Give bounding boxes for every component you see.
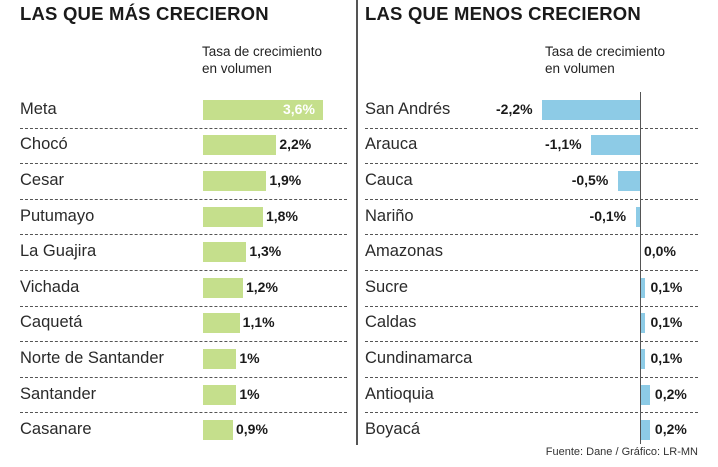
right-subtitle-line1: Tasa de crecimiento — [545, 44, 666, 59]
source-note: Fuente: Dane / Gráfico: LR-MN — [545, 446, 698, 458]
left-bar-value: 1,8% — [266, 207, 298, 224]
left-row-name: Meta — [20, 99, 57, 118]
right-bar-value: 0,0% — [644, 243, 676, 260]
left-bar — [203, 277, 243, 298]
right-bar-value: -1,1% — [545, 136, 582, 153]
left-bar-value: 1,9% — [269, 172, 302, 188]
left-title: LAS QUE MÁS CRECIERON — [20, 3, 269, 24]
left-row-name: Santander — [20, 384, 97, 403]
right-row-separator — [365, 234, 698, 236]
right-row-name: Amazonas — [365, 242, 443, 261]
left-row-separator — [20, 305, 347, 307]
right-bar-value: 0,1% — [650, 350, 683, 366]
right-row-separator — [365, 270, 698, 271]
right-bar — [641, 313, 646, 334]
right-bar-value: 0,2% — [654, 385, 687, 402]
left-bar — [203, 420, 233, 441]
left-bar — [203, 99, 323, 120]
left-subtitle-line2: en volumen — [202, 61, 272, 76]
left-row-separator — [20, 376, 347, 378]
right-row-name: Caldas — [365, 313, 417, 332]
right-bar — [641, 420, 650, 441]
right-bar — [641, 384, 650, 405]
left-row-name: Casanare — [20, 420, 92, 439]
right-zero-axis — [640, 92, 642, 444]
right-row-separator — [365, 376, 698, 378]
right-bar-value: 0,1% — [650, 278, 683, 295]
right-bar-value: -2,2% — [496, 100, 533, 117]
left-bar-value: 2,2% — [279, 136, 312, 153]
right-bar-value: -0,5% — [571, 172, 609, 188]
right-bar — [641, 349, 646, 369]
right-row-separator — [365, 305, 698, 307]
left-bar-value: 1% — [239, 385, 260, 402]
left-row-separator — [20, 163, 347, 165]
panel-divider — [356, 0, 358, 445]
left-row-name: Cesar — [20, 171, 65, 189]
right-row-separator — [365, 341, 698, 343]
left-bar-value: 1% — [239, 350, 260, 366]
left-row-name: Putumayo — [20, 206, 95, 225]
left-subtitle: Tasa de crecimiento en volumen — [202, 43, 352, 77]
right-bar — [542, 99, 640, 120]
right-subtitle-line2: en volumen — [545, 61, 615, 76]
left-bar-value: 3,6% — [283, 100, 315, 117]
left-row-separator — [20, 270, 347, 271]
right-row-name: Cauca — [365, 171, 413, 189]
left-row-separator — [20, 412, 347, 414]
right-row-name: Boyacá — [365, 420, 421, 439]
left-row-name: Chocó — [20, 135, 68, 154]
right-row-name: Sucre — [365, 277, 409, 296]
left-bar — [203, 242, 247, 263]
left-row-name: Norte de Santander — [20, 349, 165, 367]
right-row-name: Nariño — [365, 206, 414, 225]
right-bar — [591, 135, 640, 156]
left-bar — [203, 384, 237, 405]
right-bar-value: 0,1% — [650, 314, 683, 331]
left-bar — [203, 206, 263, 227]
right-row-separator — [365, 198, 698, 200]
right-subtitle: Tasa de crecimiento en volumen — [545, 43, 695, 77]
right-bar — [635, 206, 640, 227]
left-row-name: Vichada — [20, 277, 80, 296]
right-bar-value: 0,2% — [654, 421, 687, 438]
right-bar — [617, 171, 640, 191]
left-row-separator — [20, 198, 347, 200]
right-row-name: Cundinamarca — [365, 349, 473, 367]
left-subtitle-line1: Tasa de crecimiento — [202, 44, 323, 59]
left-row-name: Caquetá — [20, 313, 83, 332]
left-bar — [203, 171, 267, 191]
right-row-separator — [365, 412, 698, 414]
right-bar-value: -0,1% — [589, 207, 627, 224]
left-row-separator — [20, 234, 347, 236]
left-bar — [203, 349, 237, 369]
left-bar-value: 1,3% — [249, 243, 282, 260]
right-bar — [641, 277, 646, 298]
left-bar-value: 0,9% — [236, 421, 268, 438]
right-row-name: Antioquia — [365, 384, 434, 403]
left-bar — [203, 135, 277, 156]
right-row-name: Arauca — [365, 135, 418, 154]
left-bar-value: 1,1% — [242, 314, 275, 331]
left-row-name: La Guajira — [20, 242, 97, 261]
left-bar — [203, 313, 240, 334]
right-title: LAS QUE MENOS CRECIERON — [365, 3, 641, 24]
left-row-separator — [20, 127, 347, 129]
right-row-name: San Andrés — [365, 99, 451, 118]
left-row-separator — [20, 341, 347, 343]
right-row-separator — [365, 127, 698, 129]
left-bar-value: 1,2% — [246, 278, 278, 295]
right-row-separator — [365, 163, 698, 165]
